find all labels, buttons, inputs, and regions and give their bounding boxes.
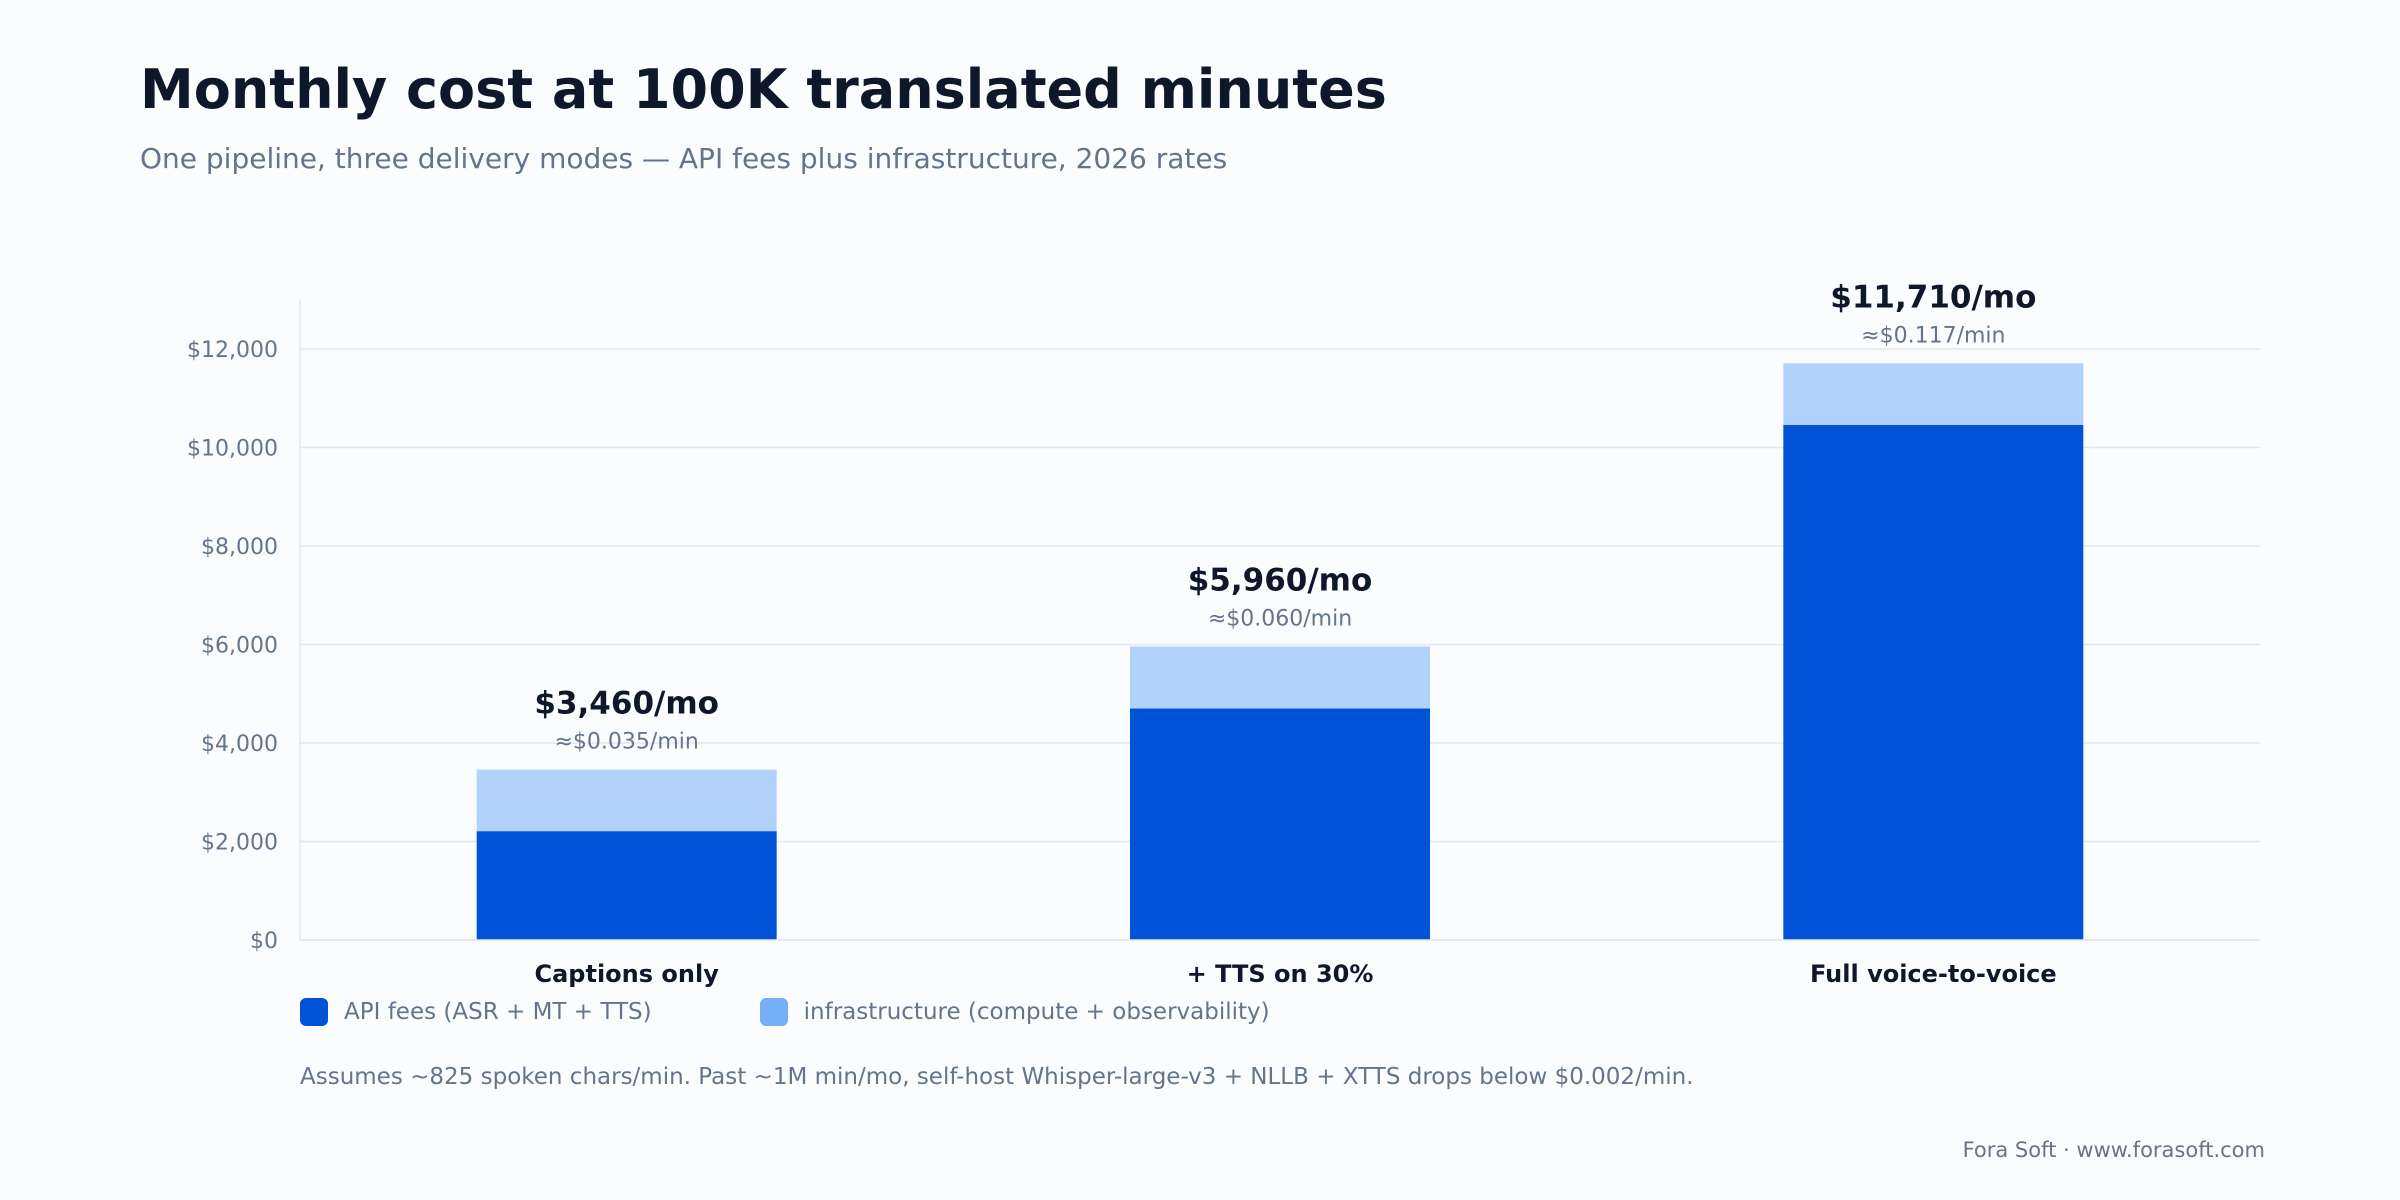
per-minute-label: ≈$0.060/min <box>1208 606 1352 631</box>
y-tick-label: $10,000 <box>187 437 278 462</box>
y-tick-label: $4,000 <box>201 732 278 757</box>
bar-segment-infrastructure <box>476 769 777 832</box>
y-tick-label: $0 <box>250 929 278 954</box>
y-tick-label: $2,000 <box>201 831 278 856</box>
legend-swatch-infrastructure <box>759 998 788 1026</box>
total-value-label: $3,460/mo <box>534 686 719 722</box>
legend-swatch-api-fees <box>300 998 328 1026</box>
bar-segment-api-fees <box>1130 708 1430 940</box>
y-tick-label: $8,000 <box>201 535 278 560</box>
bar-segment-api-fees <box>1783 424 2084 941</box>
bar-segment-infrastructure <box>1130 646 1430 709</box>
x-category-label: Captions only <box>534 960 719 988</box>
source-credit: Fora Soft · www.forasoft.com <box>1962 1138 2265 1162</box>
legend-label-infrastructure: infrastructure (compute + observability) <box>803 999 1270 1025</box>
per-minute-label: ≈$0.117/min <box>1861 323 2005 348</box>
x-category-label: Full voice-to-voice <box>1810 960 2057 988</box>
legend-item-infrastructure: infrastructure (compute + observability) <box>759 998 1270 1026</box>
chart-title: Monthly cost at 100K translated minutes <box>140 58 1387 121</box>
legend: API fees (ASR + MT + TTS) infrastructure… <box>300 998 1270 1026</box>
x-category-label: + TTS on 30% <box>1187 960 1374 988</box>
legend-label-api-fees: API fees (ASR + MT + TTS) <box>344 999 652 1025</box>
y-tick-label: $6,000 <box>201 634 278 659</box>
y-tick-label: $12,000 <box>187 338 278 363</box>
footnote: Assumes ~825 spoken chars/min. Past ~1M … <box>300 1064 1694 1090</box>
legend-item-api-fees: API fees (ASR + MT + TTS) <box>300 998 652 1026</box>
chart-subtitle: One pipeline, three delivery modes — API… <box>140 142 1228 175</box>
bar-segment-api-fees <box>476 831 777 940</box>
total-value-label: $11,710/mo <box>1830 279 2036 315</box>
total-value-label: $5,960/mo <box>1188 562 1373 598</box>
bar-segment-infrastructure <box>1783 363 2084 425</box>
per-minute-label: ≈$0.035/min <box>555 730 699 755</box>
